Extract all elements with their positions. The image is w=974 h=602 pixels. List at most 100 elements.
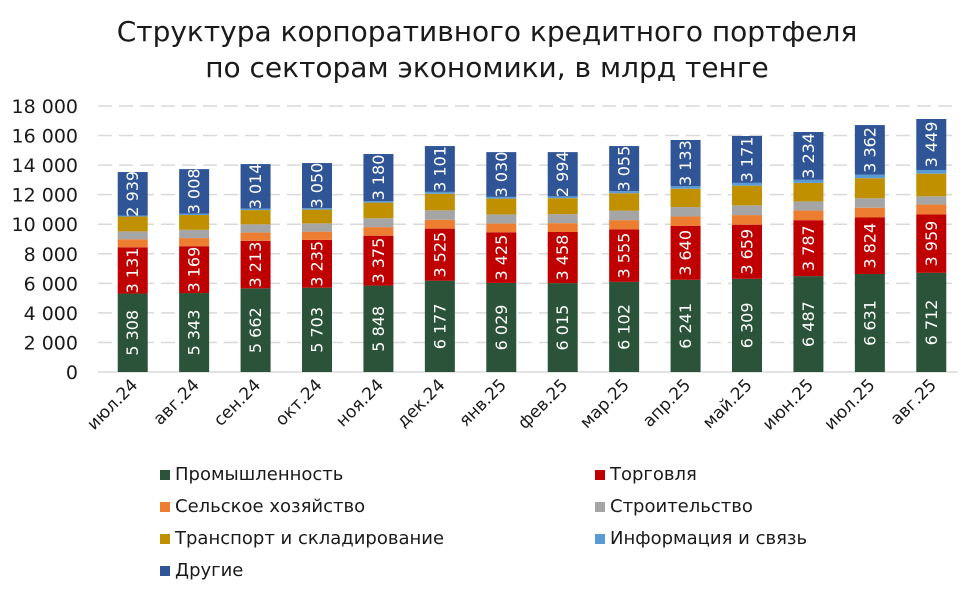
bar-segment — [117, 293, 148, 372]
bar-segment — [916, 214, 947, 273]
bar-segment — [670, 216, 701, 226]
bar-segment — [547, 196, 578, 199]
data-label: 5 848 — [369, 306, 388, 352]
data-label: 2 939 — [123, 171, 142, 217]
bar-segment — [732, 185, 762, 206]
bar-segment — [363, 227, 394, 236]
bar-stack: 6 241 3 640 3 133 — [670, 139, 701, 372]
data-label: 3 008 — [185, 168, 204, 214]
bar-segment — [363, 218, 394, 228]
y-tick-label: 0 — [66, 362, 78, 384]
bar-segment — [486, 282, 517, 372]
bar-stack: 5 662 3 213 3 014 — [240, 163, 271, 372]
bar-segment — [486, 232, 517, 283]
bar-segment — [179, 229, 210, 239]
bar-segment — [916, 119, 947, 170]
bar-stack: 6 631 3 824 3 362 — [854, 125, 885, 372]
bar-segment — [302, 209, 332, 224]
bar-segment — [854, 178, 885, 199]
bar-segment — [117, 215, 148, 217]
bar-segment — [670, 139, 701, 187]
bar-segment — [424, 228, 455, 281]
bar-segment — [486, 223, 517, 233]
x-tick-label: янв.25 — [455, 375, 510, 430]
data-label: 3 787 — [799, 225, 818, 271]
bar-segment — [670, 186, 701, 189]
bar-segment — [609, 281, 640, 372]
bar-segment — [363, 202, 394, 219]
stacked-bar-chart: 0 2 000 4 000 6 000 8 000 10 000 12 000 14 000 1… — [12, 96, 958, 434]
bar-segment — [302, 231, 332, 240]
x-tick-label: ноя.24 — [332, 375, 388, 431]
bar-stack: 6 487 3 787 3 234 — [793, 132, 824, 372]
y-tick-label: 10 000 — [12, 214, 78, 236]
legend-item: Транспорт и складирование — [160, 528, 444, 549]
bar-segment — [363, 285, 394, 372]
bar-segment — [793, 276, 824, 372]
bar-segment — [854, 274, 885, 372]
bar-segment — [179, 169, 210, 214]
data-label: 3 525 — [430, 232, 449, 278]
data-label: 3 640 — [676, 230, 695, 276]
bar-segment — [547, 223, 578, 233]
bar-stack: 6 102 3 555 3 055 — [609, 146, 640, 372]
bar-segment — [302, 239, 332, 288]
data-label: 6 029 — [492, 305, 511, 351]
bar-segment — [240, 164, 271, 209]
bar-segment — [670, 279, 701, 372]
bar-segment — [793, 182, 824, 202]
data-label: 3 133 — [676, 140, 695, 186]
data-label: 3 425 — [492, 235, 511, 281]
bar-segment — [609, 220, 640, 230]
data-label: 3 030 — [492, 152, 511, 198]
legend-swatch — [595, 533, 605, 544]
data-label: 3 555 — [615, 233, 634, 279]
bar-segment — [670, 188, 701, 208]
data-label: 3 375 — [369, 238, 388, 284]
x-tick-label: авг.24 — [150, 375, 204, 429]
bar-segment — [547, 283, 578, 372]
data-label: 3 050 — [308, 163, 327, 209]
bar-segment — [793, 179, 824, 183]
bar-stack: 5 308 3 131 2 939 — [117, 171, 148, 372]
data-label: 3 235 — [308, 241, 327, 287]
bar-segment — [179, 246, 210, 294]
data-label: 6 712 — [922, 299, 941, 345]
x-tick-label: дек.24 — [393, 375, 449, 431]
bar-segment — [363, 154, 394, 202]
bar-stack: 6 309 3 659 3 171 — [732, 135, 762, 372]
bar-segment — [240, 232, 271, 241]
legend-label: Строительство — [610, 496, 753, 517]
bar-segment — [609, 191, 640, 194]
bar-segment — [424, 146, 455, 192]
data-label: 3 959 — [922, 221, 941, 267]
bar-segment — [117, 172, 148, 216]
y-tick-label: 2 000 — [24, 332, 78, 354]
bar-segment — [916, 204, 947, 215]
legend-label: Промышленность — [175, 464, 344, 485]
data-label: 3 449 — [922, 122, 941, 168]
bar-segment — [547, 198, 578, 215]
x-tick-label: июл.25 — [821, 375, 880, 434]
bar-segment — [793, 201, 824, 211]
legend-swatch — [595, 501, 605, 512]
data-label: 3 169 — [185, 247, 204, 293]
chart-title: Структура корпоративного кредитного порт… — [0, 14, 974, 86]
legend-item: Другие — [160, 560, 243, 581]
bar-segment — [547, 232, 578, 284]
data-label: 6 102 — [615, 304, 634, 350]
bar-segment — [117, 239, 148, 248]
x-tick-label: сен.24 — [210, 375, 265, 430]
data-label: 3 458 — [553, 235, 572, 281]
bar-segment — [240, 224, 271, 233]
bar-stack: 5 343 3 169 3 008 — [179, 168, 210, 372]
legend-label: Торговля — [610, 464, 697, 485]
data-label: 5 343 — [185, 310, 204, 356]
bar-segment — [424, 280, 455, 372]
data-label: 3 131 — [123, 248, 142, 294]
bar-segment — [240, 240, 271, 289]
data-label: 3 101 — [430, 146, 449, 192]
bar-segment — [854, 217, 885, 275]
bar-stack: 5 848 3 375 3 180 — [363, 154, 394, 372]
bar-segment — [916, 196, 947, 205]
